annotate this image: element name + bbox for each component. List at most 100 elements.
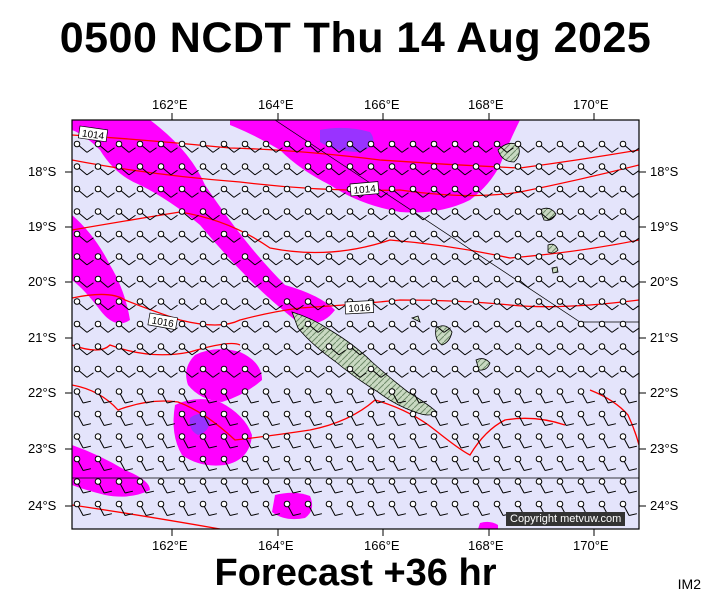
wind-barb [73, 433, 92, 449]
wind-barb [283, 230, 304, 243]
wind-barb [304, 433, 323, 449]
wind-barb [409, 455, 428, 471]
wind-barb [241, 410, 260, 426]
wind-barb [115, 388, 134, 404]
wind-barb [94, 365, 115, 378]
wind-barb [577, 230, 598, 243]
wind-barb [472, 185, 493, 198]
wind-barb [136, 343, 157, 356]
wind-barb [115, 365, 136, 378]
wind-barb [367, 500, 386, 516]
wind-barb [241, 140, 262, 153]
wind-barb [283, 433, 302, 449]
wind-barb [346, 320, 367, 333]
wind-barb [409, 275, 430, 288]
wind-barb [577, 388, 596, 404]
wind-barb [325, 163, 346, 176]
wind-barb [493, 275, 514, 288]
wind-barb [199, 298, 220, 311]
wind-barb [157, 500, 176, 516]
wind-barb [136, 208, 157, 221]
wind-barb [136, 163, 157, 176]
wind-barb [388, 500, 407, 516]
wind-barb [514, 140, 535, 153]
wind-barb [472, 478, 491, 494]
wind-barb [73, 455, 92, 471]
wind-barb [493, 388, 512, 404]
lat-tick-label: 18°S [28, 164, 57, 179]
wind-barb [535, 365, 556, 378]
wind-barb [493, 230, 514, 243]
wind-barb [157, 140, 178, 153]
wind-barb [472, 275, 493, 288]
wind-barb [73, 478, 92, 494]
island-tanna [551, 266, 559, 274]
wind-barb [220, 433, 239, 449]
wind-barb [451, 298, 472, 311]
lon-tick-label: 166°E [364, 538, 400, 553]
wind-barb [115, 433, 134, 449]
wind-barb [199, 253, 220, 266]
wind-barb [514, 185, 535, 198]
wind-barb [241, 455, 260, 471]
wind-barb [598, 298, 619, 311]
wind-barb [262, 298, 283, 311]
wind-barb [94, 388, 113, 404]
wind-barb [94, 163, 115, 176]
wind-barb [577, 455, 596, 471]
wind-barb [241, 208, 262, 221]
wind-barb [283, 365, 304, 378]
wind-barb [241, 185, 262, 198]
wind-barb [451, 208, 472, 221]
copyright-notice: Copyright metvuw.com [506, 512, 626, 526]
wind-barb [388, 208, 409, 221]
lon-tick-label: 170°E [573, 538, 609, 553]
wind-barb [73, 253, 94, 266]
wind-barb [598, 410, 617, 426]
wind-barb [514, 275, 535, 288]
wind-barb [136, 478, 155, 494]
map-frame [71, 119, 640, 530]
wind-barb [115, 455, 134, 471]
lon-tick-label: 168°E [468, 538, 504, 553]
wind-barb [115, 253, 136, 266]
wind-barb [451, 320, 472, 333]
wind-barb [73, 365, 94, 378]
wind-barb [94, 253, 115, 266]
wind-barb [304, 388, 323, 404]
wind-barb [283, 208, 304, 221]
wind-barb [262, 208, 283, 221]
wind-barb [94, 275, 115, 288]
wind-barb [199, 388, 218, 404]
wind-barb [472, 208, 493, 221]
wind-barb [199, 455, 218, 471]
wind-barb [94, 433, 113, 449]
wind-barb [178, 208, 199, 221]
wind-barb [535, 275, 556, 288]
wind-barb [493, 185, 514, 198]
wind-barb [283, 478, 302, 494]
lon-tick-label: 164°E [258, 97, 294, 112]
wind-barb [556, 275, 577, 288]
wind-barb [157, 433, 176, 449]
wind-barb [304, 365, 325, 378]
wind-barb [556, 208, 577, 221]
wind-barb [241, 343, 262, 356]
wind-barb [199, 410, 218, 426]
stronger-wind-areas [189, 127, 374, 435]
wind-barb [220, 478, 239, 494]
wind-barb [346, 208, 367, 221]
wind-barb [241, 388, 260, 404]
wind-barb [493, 163, 514, 176]
wind-barb [178, 410, 197, 426]
wind-barb [430, 140, 451, 153]
wind-barb [535, 163, 556, 176]
wind-barb [472, 140, 493, 153]
wind-barb [472, 343, 493, 356]
wind-barb [451, 478, 470, 494]
wind-barb [115, 410, 134, 426]
wind-barb [430, 230, 451, 243]
wind-barb [598, 365, 619, 378]
wind-barb [346, 343, 367, 356]
wind-barb [241, 433, 260, 449]
